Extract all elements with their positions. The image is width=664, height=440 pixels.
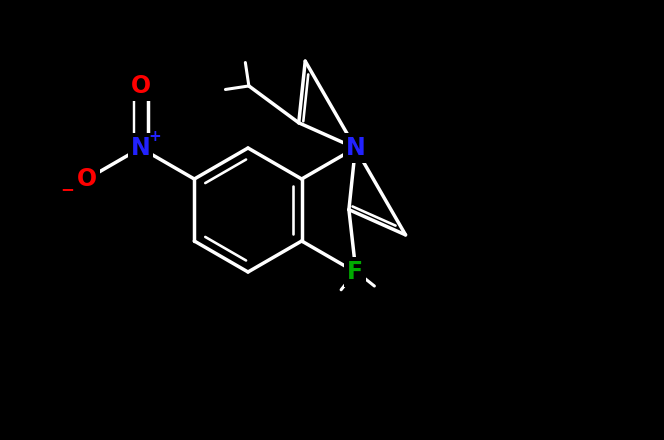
Text: +: + xyxy=(148,128,161,143)
Text: O: O xyxy=(131,74,151,98)
Text: O: O xyxy=(77,167,97,191)
Text: N: N xyxy=(345,136,365,160)
Text: N: N xyxy=(131,136,151,160)
Text: F: F xyxy=(347,260,363,284)
Text: −: − xyxy=(60,180,74,198)
